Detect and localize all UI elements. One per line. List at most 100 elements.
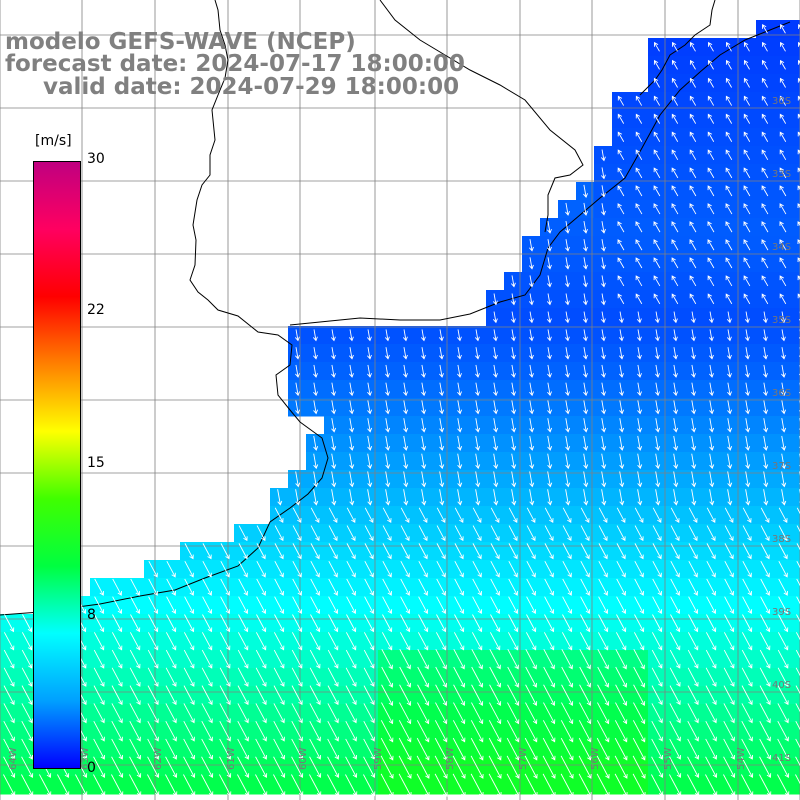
wind-arrow: [725, 239, 733, 251]
wind-arrow: [345, 720, 357, 742]
lat-label: 39S: [772, 607, 791, 618]
wind-arrow: [743, 131, 751, 142]
wind-arrow: [148, 560, 158, 578]
wind-arrow: [416, 720, 430, 743]
wind-arrow: [673, 418, 679, 433]
wind-arrow: [526, 578, 536, 596]
lon-label: 63W: [80, 747, 91, 770]
wind-arrow: [763, 489, 769, 506]
wind-arrow: [529, 489, 535, 506]
wind-arrow: [273, 720, 285, 742]
wind-arrow: [547, 418, 553, 433]
wind-arrow: [489, 684, 502, 706]
wind-arrow: [651, 685, 663, 706]
wind-arrow: [471, 649, 483, 670]
wind-arrow: [796, 560, 800, 569]
wind-cell: [792, 686, 800, 705]
wind-arrow: [655, 471, 661, 488]
wind-arrow: [544, 614, 555, 633]
wind-arrow: [403, 364, 408, 378]
wind-arrow: [454, 578, 464, 596]
wind-arrow: [183, 774, 196, 797]
wind-arrow: [364, 507, 374, 523]
wind-arrow: [111, 685, 123, 706]
wind-arrow: [672, 329, 678, 342]
wind-arrow: [3, 774, 16, 797]
wind-arrow: [349, 418, 355, 433]
wind-arrow: [562, 614, 573, 633]
wind-arrow: [691, 364, 696, 378]
wind-arrow: [579, 684, 592, 706]
wind-arrow: [725, 59, 732, 70]
wind-arrow: [435, 684, 448, 706]
wind-arrow: [705, 703, 717, 724]
wind-arrow: [759, 632, 771, 651]
wind-arrow: [400, 614, 411, 633]
wind-arrow: [705, 738, 717, 760]
wind-arrow: [291, 667, 303, 687]
wind-arrow: [148, 614, 159, 633]
wind-arrow: [273, 632, 285, 651]
wind-arrow: [492, 293, 498, 306]
lat-label: 40S: [772, 680, 791, 691]
wind-arrow: [201, 756, 214, 779]
wind-arrow: [309, 774, 322, 797]
wind-arrow: [691, 471, 697, 488]
wind-arrow: [727, 489, 733, 506]
wind-arrow: [561, 666, 573, 688]
wind-arrow: [797, 131, 800, 137]
wind-arrow: [709, 382, 714, 397]
wind-arrow: [436, 596, 447, 615]
wind-arrow: [295, 364, 300, 378]
wind-arrow: [741, 685, 753, 706]
wind-arrow: [779, 239, 787, 251]
wind-arrow: [582, 293, 588, 306]
wind-arrow: [654, 311, 660, 324]
wind-arrow: [579, 666, 591, 688]
wind-arrow: [309, 720, 321, 742]
wind-arrow: [418, 578, 428, 596]
wind-arrow: [617, 275, 625, 287]
wind-arrow: [418, 543, 428, 560]
wind-arrow: [526, 560, 536, 578]
wind-arrow: [655, 418, 661, 433]
wind-arrow: [273, 703, 285, 724]
wind-arrow: [689, 59, 696, 70]
wind-arrow: [687, 667, 699, 687]
wind-arrow: [525, 702, 538, 725]
wind-arrow: [165, 720, 177, 742]
wind-arrow: [421, 382, 426, 397]
wind-arrow: [632, 720, 646, 743]
wind-arrow: [777, 649, 789, 669]
wind-arrow: [741, 756, 754, 779]
wind-arrow: [328, 614, 339, 633]
wind-arrow: [673, 453, 679, 470]
wind-arrow: [580, 560, 590, 578]
wind-arrow: [619, 364, 624, 378]
wind-arrow: [94, 578, 104, 596]
wind-arrow: [292, 507, 302, 523]
wind-arrow: [669, 738, 681, 760]
wind-arrow: [508, 560, 518, 578]
wind-arrow: [779, 293, 787, 305]
wind-arrow: [598, 543, 608, 560]
wind-arrow: [619, 435, 625, 451]
wind-arrow: [166, 578, 176, 596]
wind-arrow: [313, 347, 318, 360]
wind-arrow: [403, 489, 409, 506]
wind-arrow: [725, 257, 733, 269]
wind-arrow: [709, 489, 715, 506]
wind-arrow: [526, 596, 537, 615]
wind-arrow: [777, 685, 789, 706]
wind-arrow: [705, 774, 718, 797]
wind-arrow: [490, 507, 500, 523]
wind-arrow: [129, 756, 142, 779]
wind-arrow: [687, 703, 699, 724]
wind-arrow: [310, 596, 321, 615]
wind-arrow: [166, 614, 177, 633]
wind-arrow: [511, 347, 516, 360]
colorbar-unit: [m/s]: [35, 133, 72, 149]
wind-arrow: [617, 131, 625, 142]
wind-arrow: [652, 578, 662, 596]
wind-arrow: [529, 239, 534, 252]
